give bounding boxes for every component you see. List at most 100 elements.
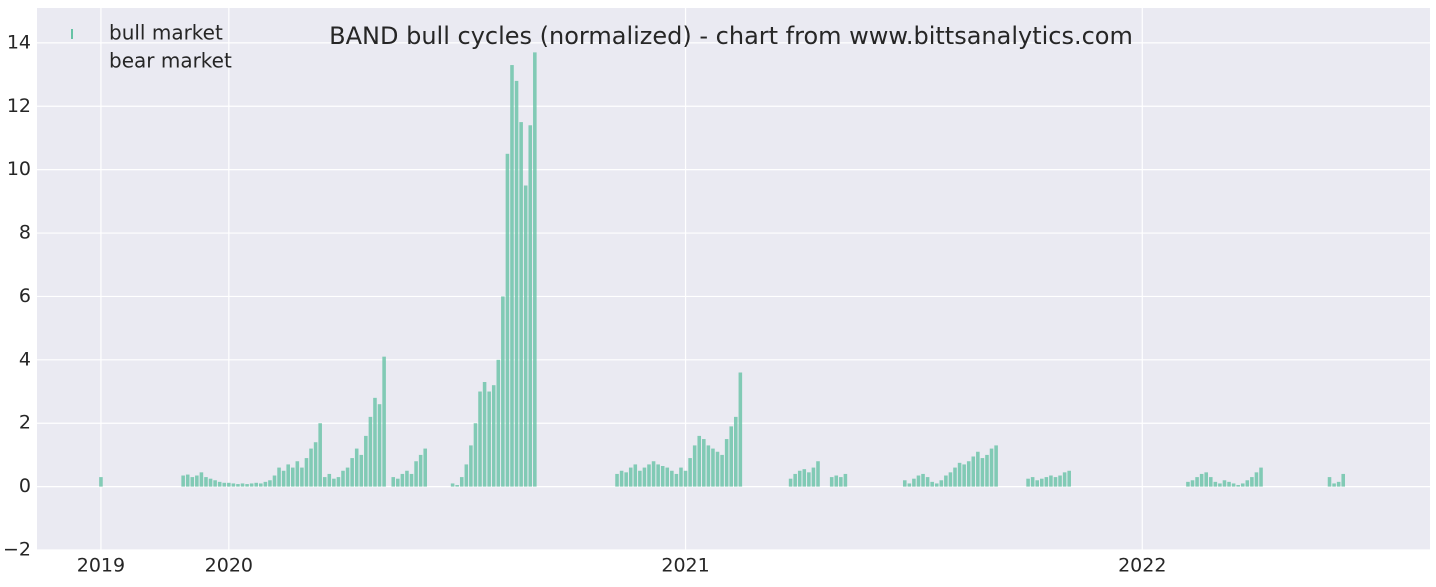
y-tick-label: 4 [19,348,31,370]
bar [181,475,185,487]
bar [409,473,414,487]
bar [478,391,482,487]
bar [907,483,912,487]
bar [916,475,921,487]
bar [455,485,459,487]
y-tick-label: 8 [19,222,31,244]
legend-label: bear market [109,49,232,73]
x-tick-label: 2021 [661,555,709,577]
bar [295,461,300,487]
bar [199,472,204,487]
bar [1240,483,1245,487]
bar [501,296,505,487]
bar [254,482,259,487]
bar [651,461,656,487]
bar [473,423,478,487]
bar [1336,481,1341,487]
bar [1236,485,1240,487]
bar [802,469,807,487]
bar [674,473,679,487]
bar [615,473,619,487]
bar [843,473,848,487]
bar [345,467,350,487]
bar [670,470,674,487]
bar [811,467,816,487]
bar [510,65,514,487]
bar [633,464,638,487]
legend-label: bull market [109,21,223,45]
bar [277,467,281,487]
bar [1231,483,1236,487]
bar [491,385,496,487]
bar [368,416,373,487]
bar [797,470,802,487]
bar [469,445,473,487]
bar [1044,477,1049,487]
bar [1218,483,1222,487]
bar [1186,481,1190,487]
bar [912,478,916,487]
bar [1062,472,1067,487]
bar [1213,481,1218,487]
bar [720,454,724,487]
y-tick-label: 14 [7,31,31,53]
bar [930,481,934,487]
x-tick-label: 2019 [77,555,125,577]
bar [985,454,989,487]
bar [1254,472,1259,487]
bar [1030,477,1035,487]
bar [1208,477,1213,487]
bar [711,448,715,487]
bar [934,483,939,487]
bar [423,448,427,487]
bar [99,477,103,487]
bar [281,470,286,487]
bar [788,478,793,487]
bar [839,477,843,487]
bar [706,445,711,487]
bar [332,478,336,487]
bar [514,80,519,487]
bar [304,458,309,487]
bar [290,467,295,487]
bar [1259,467,1263,487]
bar [322,477,327,487]
y-tick-label: 6 [19,285,31,307]
bar [464,464,469,487]
bar [679,467,683,487]
bar [738,372,743,487]
bar [642,467,647,487]
bar [683,470,688,487]
bar [829,477,834,487]
bar [195,475,199,487]
bar [957,462,962,487]
bar [354,448,359,487]
bar [373,397,377,487]
bar [1049,475,1053,487]
bar [222,482,227,487]
bar [1327,477,1332,487]
bar [660,466,665,487]
bar [647,464,651,487]
bar [391,477,396,487]
y-tick-label: 12 [7,95,31,117]
bar [834,475,839,487]
bar [396,478,400,487]
bar [487,391,491,487]
bar [523,185,528,487]
bar [1026,478,1030,487]
bar [807,472,811,487]
bar [966,461,971,487]
bar [734,416,738,487]
bar [245,484,249,487]
bar [377,404,382,487]
bar [1204,472,1208,487]
bar [1222,480,1227,487]
bar [1332,483,1336,487]
x-tick-label: 2022 [1118,555,1166,577]
bar [902,480,907,487]
bar [1227,481,1231,487]
bar [1053,477,1058,487]
bar [341,470,345,487]
